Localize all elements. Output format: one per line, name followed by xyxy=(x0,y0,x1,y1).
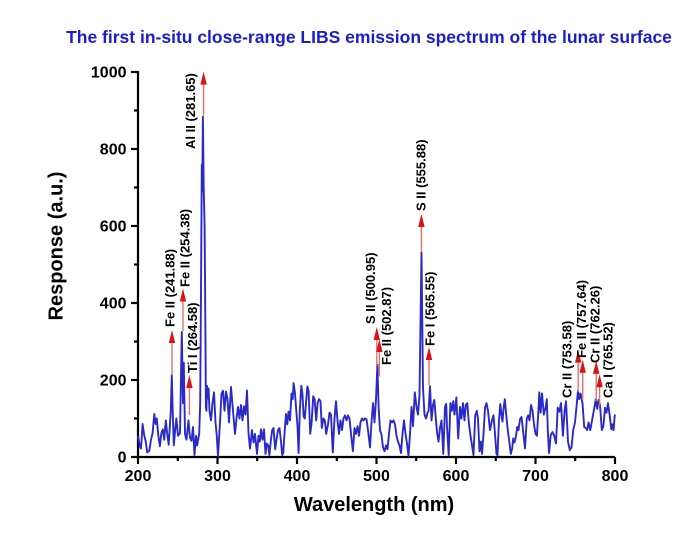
svg-text:Fe II (241.88): Fe II (241.88) xyxy=(163,249,178,327)
svg-text:Wavelength (nm): Wavelength (nm) xyxy=(294,494,454,516)
svg-text:Cr II (753.58): Cr II (753.58) xyxy=(560,321,575,398)
svg-text:0: 0 xyxy=(118,450,127,467)
svg-text:The first in-situ close-range: The first in-situ close-range LIBS emiss… xyxy=(66,27,672,47)
svg-text:200: 200 xyxy=(125,468,152,485)
svg-text:Fe II (502.87): Fe II (502.87) xyxy=(379,287,394,365)
svg-text:800: 800 xyxy=(100,142,127,159)
svg-text:700: 700 xyxy=(522,468,549,485)
svg-text:200: 200 xyxy=(100,373,127,390)
svg-text:Fe I (565.55): Fe I (565.55) xyxy=(423,272,438,346)
svg-text:300: 300 xyxy=(204,468,231,485)
svg-text:Fe II (757.64): Fe II (757.64) xyxy=(574,280,589,358)
svg-text:Cr II (762.26): Cr II (762.26) xyxy=(588,286,603,363)
svg-text:600: 600 xyxy=(443,468,470,485)
svg-text:1000: 1000 xyxy=(91,65,127,82)
svg-text:500: 500 xyxy=(363,468,390,485)
svg-text:S II (500.95): S II (500.95) xyxy=(363,252,378,324)
svg-text:400: 400 xyxy=(284,468,311,485)
svg-text:Al II (281.65): Al II (281.65) xyxy=(183,73,198,149)
svg-text:600: 600 xyxy=(100,219,127,236)
svg-text:Response (a.u.): Response (a.u.) xyxy=(46,172,68,321)
svg-text:Ti I (264.58): Ti I (264.58) xyxy=(185,302,200,373)
svg-text:Ca I (765.52): Ca I (765.52) xyxy=(601,322,616,398)
svg-text:Fe II (254.38): Fe II (254.38) xyxy=(178,209,193,287)
svg-text:800: 800 xyxy=(602,468,629,485)
svg-text:400: 400 xyxy=(100,296,127,313)
svg-text:S II (555.88): S II (555.88) xyxy=(414,139,429,211)
